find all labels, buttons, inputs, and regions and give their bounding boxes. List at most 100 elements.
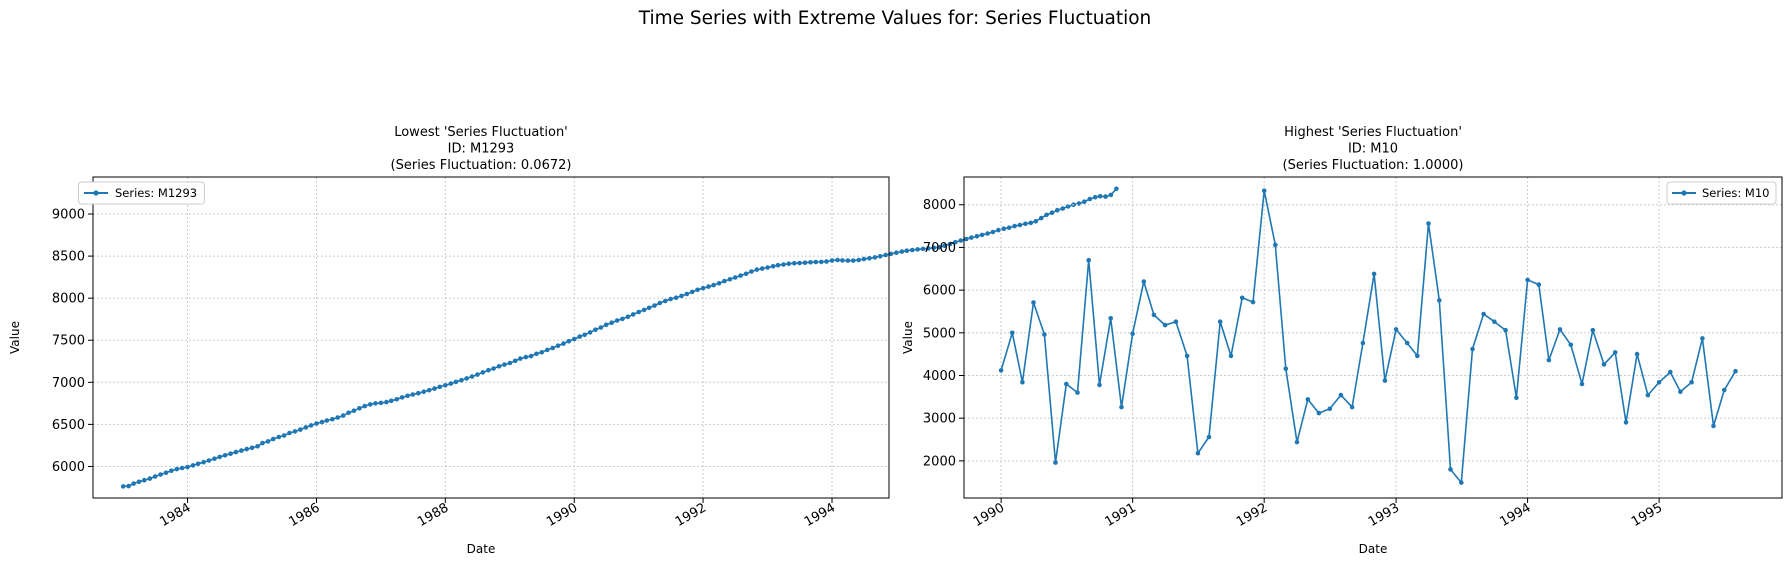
data-point	[614, 318, 620, 323]
series-line	[123, 188, 1117, 488]
data-point	[835, 257, 840, 263]
data-point	[985, 231, 990, 236]
y-tick-label: 9000	[52, 208, 85, 223]
data-point	[1033, 219, 1039, 224]
y-tick-label: 2000	[923, 454, 956, 469]
data-point	[486, 367, 491, 373]
data-point	[1184, 353, 1190, 359]
y-tick-label: 6000	[923, 284, 956, 299]
data-point	[630, 312, 636, 317]
data-point	[1092, 194, 1098, 200]
data-point	[1017, 222, 1023, 228]
data-point	[346, 410, 351, 416]
data-point	[738, 273, 743, 278]
chart-title-line-1: Lowest 'Series Fluctuation'	[394, 125, 568, 140]
data-point	[1612, 350, 1618, 355]
data-point	[373, 401, 378, 406]
data-point	[700, 285, 706, 291]
data-point	[260, 440, 265, 446]
data-point	[244, 446, 249, 452]
data-point	[1119, 404, 1124, 410]
data-point	[1327, 406, 1333, 412]
data-point	[271, 436, 276, 442]
data-point	[668, 296, 673, 302]
data-point	[228, 451, 233, 457]
data-point	[781, 262, 786, 267]
data-point	[249, 445, 255, 451]
y-tick-label: 6500	[52, 418, 85, 433]
data-point	[410, 392, 416, 397]
data-point	[195, 461, 201, 467]
data-point	[732, 275, 738, 280]
data-point	[641, 307, 647, 313]
x-tick-label: 1992	[673, 500, 709, 530]
data-point	[1086, 257, 1091, 263]
data-point	[786, 261, 792, 267]
data-point	[217, 454, 222, 460]
data-point	[281, 433, 287, 438]
y-axis-ticks: 2000 3000 4000 5000 6000 7000 8000	[923, 198, 964, 469]
data-point	[899, 249, 905, 254]
data-point	[1075, 390, 1080, 395]
data-point	[416, 390, 421, 396]
data-point	[1393, 327, 1399, 332]
data-point	[539, 350, 545, 355]
x-tick-label: 1992	[1234, 500, 1270, 530]
y-axis-label: Value	[8, 321, 22, 354]
data-point	[1733, 368, 1738, 374]
data-point	[174, 466, 180, 472]
data-point	[163, 470, 169, 476]
data-point	[845, 258, 851, 263]
data-point	[754, 267, 760, 272]
data-point	[1590, 327, 1596, 333]
grid-lines	[93, 177, 889, 498]
data-point	[1108, 192, 1114, 198]
data-point	[625, 314, 631, 320]
data-point	[212, 456, 217, 462]
data-point	[910, 247, 915, 253]
data-point	[1206, 434, 1212, 440]
data-point	[324, 418, 330, 423]
data-point	[394, 397, 400, 402]
data-point	[1064, 381, 1069, 387]
data-point	[931, 245, 937, 251]
data-point	[330, 416, 335, 422]
y-tick-label: 4000	[923, 369, 956, 384]
data-point	[792, 261, 797, 266]
data-point	[603, 322, 609, 328]
data-point	[673, 295, 679, 301]
chart-title-line-1: Highest 'Series Fluctuation'	[1284, 125, 1462, 140]
x-tick-label: 1990	[971, 500, 1007, 530]
data-point	[566, 338, 572, 344]
data-point	[1042, 332, 1047, 337]
data-point	[1415, 353, 1420, 359]
data-point	[561, 341, 566, 346]
data-point	[1173, 319, 1179, 325]
data-point	[1049, 210, 1055, 215]
x-tick-label: 1994	[1497, 500, 1533, 530]
data-point	[856, 257, 861, 263]
data-point	[1065, 204, 1071, 209]
x-tick-label: 1994	[802, 500, 838, 530]
data-point	[937, 245, 942, 250]
data-point	[1060, 206, 1066, 211]
data-point	[829, 258, 835, 263]
data-point	[1371, 271, 1377, 277]
data-point	[1557, 327, 1563, 332]
plot-area-frame	[92, 176, 890, 499]
data-point	[1437, 298, 1442, 303]
data-point	[582, 332, 587, 338]
x-tick-label: 1990	[544, 500, 580, 530]
data-point	[443, 383, 448, 388]
legend-label: Series: M10	[1702, 186, 1769, 200]
data-point	[883, 252, 888, 258]
data-point	[367, 402, 373, 407]
data-point	[265, 439, 271, 444]
data-point	[459, 377, 464, 383]
data-point	[974, 234, 980, 239]
data-point	[759, 266, 765, 271]
chart-title-line-2: ID: M10	[1348, 142, 1398, 157]
data-point	[1481, 311, 1486, 317]
data-point	[1525, 277, 1530, 283]
